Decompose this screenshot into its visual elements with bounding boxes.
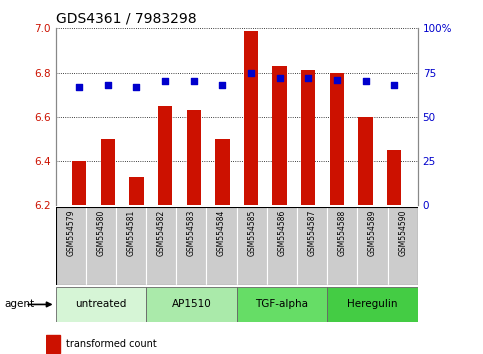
Bar <box>267 207 297 285</box>
Bar <box>358 117 373 205</box>
Text: GSM554589: GSM554589 <box>368 210 377 256</box>
Bar <box>146 207 176 285</box>
Text: GSM554587: GSM554587 <box>308 210 317 256</box>
Bar <box>129 177 143 205</box>
Bar <box>146 287 237 322</box>
Bar <box>272 66 287 205</box>
Bar <box>86 207 116 285</box>
Bar <box>388 207 418 285</box>
Point <box>276 75 284 81</box>
Text: GSM554588: GSM554588 <box>338 210 347 256</box>
Text: untreated: untreated <box>75 299 127 309</box>
Text: GSM554582: GSM554582 <box>156 210 166 256</box>
Point <box>304 75 312 81</box>
Text: GDS4361 / 7983298: GDS4361 / 7983298 <box>56 12 196 26</box>
Bar <box>56 287 146 322</box>
Point <box>362 79 369 84</box>
Text: GSM554585: GSM554585 <box>247 210 256 256</box>
Point <box>75 84 83 90</box>
Text: GSM554586: GSM554586 <box>277 210 286 256</box>
Bar <box>56 207 86 285</box>
Point <box>161 79 169 84</box>
Bar <box>100 139 115 205</box>
Bar <box>327 207 357 285</box>
Bar <box>237 287 327 322</box>
Bar <box>158 106 172 205</box>
Text: GSM554590: GSM554590 <box>398 210 407 256</box>
Point <box>333 77 341 82</box>
Bar <box>186 110 201 205</box>
Point <box>218 82 226 88</box>
Bar <box>327 287 418 322</box>
Bar <box>176 207 207 285</box>
Point <box>132 84 140 90</box>
Text: GSM554581: GSM554581 <box>127 210 136 256</box>
Text: Heregulin: Heregulin <box>347 299 398 309</box>
Text: GSM554579: GSM554579 <box>66 210 75 256</box>
Bar <box>301 70 315 205</box>
Bar <box>116 207 146 285</box>
Text: GSM554584: GSM554584 <box>217 210 226 256</box>
Bar <box>330 73 344 205</box>
Bar <box>357 207 388 285</box>
Text: AP1510: AP1510 <box>171 299 211 309</box>
Bar <box>297 207 327 285</box>
Bar <box>244 30 258 205</box>
Point <box>190 79 198 84</box>
Point <box>390 82 398 88</box>
Point <box>104 82 112 88</box>
Bar <box>207 207 237 285</box>
Text: GSM554583: GSM554583 <box>187 210 196 256</box>
Bar <box>237 207 267 285</box>
Text: agent: agent <box>5 299 35 309</box>
Bar <box>215 139 229 205</box>
Point <box>247 70 255 75</box>
Bar <box>72 161 86 205</box>
Bar <box>387 150 401 205</box>
Text: TGF-alpha: TGF-alpha <box>256 299 309 309</box>
Text: GSM554580: GSM554580 <box>96 210 105 256</box>
Text: transformed count: transformed count <box>66 339 157 349</box>
Bar <box>46 335 60 353</box>
